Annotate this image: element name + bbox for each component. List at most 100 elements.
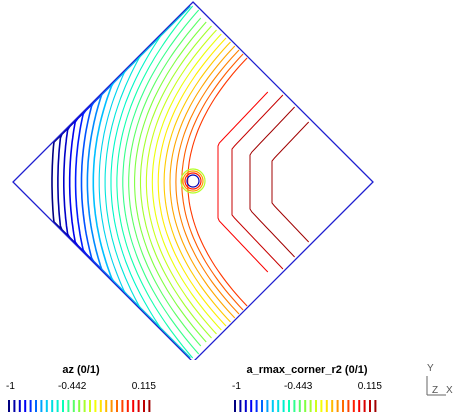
legend-colorbar	[8, 400, 151, 412]
colorbar-segment	[94, 400, 97, 412]
contour-line	[157, 37, 227, 327]
colorbar-segment	[105, 400, 108, 412]
colorbar-segment	[78, 400, 81, 412]
legend-min-label: -1	[232, 381, 241, 392]
contour-line	[151, 33, 222, 331]
contour-line	[134, 21, 207, 343]
colorbar-segment	[255, 400, 258, 412]
legend-max-label: 0.115	[131, 381, 156, 392]
colorbar-segment	[347, 400, 350, 412]
contour-line	[181, 53, 244, 311]
colorbar-segment	[234, 400, 236, 412]
hole-ring	[180, 168, 206, 194]
legend-title: a_rmax_corner_r2 (0/1)	[246, 364, 368, 376]
colorbar-segment	[121, 400, 124, 412]
colorbar-segment	[143, 400, 145, 412]
legend-colorbar	[234, 400, 377, 412]
colorbar-segment	[352, 400, 355, 412]
axis-x-label: X	[446, 385, 453, 396]
colorbar-segment	[288, 400, 290, 412]
colorbar-segment	[67, 400, 70, 412]
colorbar-segment	[29, 400, 32, 412]
corner-contour-line	[271, 121, 310, 243]
colorbar-segment	[137, 400, 140, 412]
colorbar-segment	[18, 400, 21, 412]
colorbar-segment	[110, 400, 113, 412]
colorbar-segment	[363, 400, 366, 412]
colorbar-segment	[315, 400, 317, 412]
legend-mid-label: -0.443	[284, 381, 313, 392]
corner-contour-line	[249, 106, 295, 258]
contour-line	[139, 25, 212, 339]
colorbar-segment	[266, 400, 269, 412]
corner-contour-line	[217, 91, 269, 273]
contour-line	[187, 57, 248, 307]
legend-min-label: -1	[6, 381, 15, 392]
colorbar-segment	[336, 400, 339, 412]
contour-lines	[51, 5, 248, 359]
contour-line	[175, 49, 240, 315]
legend-az: az (0/1) -1 -0.442 0.115	[6, 362, 156, 416]
plot-viewport	[12, 1, 374, 360]
colorbar-segment	[99, 400, 102, 412]
colorbar-segment	[56, 400, 59, 412]
legend-rmax-corner: a_rmax_corner_r2 (0/1) -1 -0.443 0.115	[232, 362, 382, 416]
hole-ring	[184, 172, 202, 190]
colorbar-segment	[40, 400, 43, 412]
colorbar-segment	[239, 400, 242, 412]
colorbar-segment	[342, 400, 344, 412]
contour-line	[110, 5, 191, 359]
contour-line	[145, 29, 217, 335]
colorbar-segment	[271, 400, 274, 412]
colorbar-segment	[261, 400, 263, 412]
axis-z-label: Z	[432, 385, 439, 396]
contour-line	[122, 9, 200, 355]
colorbar-segment	[89, 400, 91, 412]
legend-title: az (0/1)	[62, 364, 100, 376]
colorbar-segment	[250, 400, 253, 412]
colorbar-segment	[331, 400, 334, 412]
contour-line	[62, 5, 191, 359]
colorbar-segment	[13, 400, 16, 412]
colorbar-segment	[325, 400, 328, 412]
colorbar-segment	[126, 400, 129, 412]
axis-lines	[426, 376, 446, 396]
colorbar-segment	[83, 400, 86, 412]
domain-boundary	[12, 1, 374, 360]
colorbar-segment	[45, 400, 48, 412]
colorbar-segment	[309, 400, 312, 412]
colorbar-segment	[51, 400, 54, 412]
colorbar-segment	[293, 400, 296, 412]
hole-ring	[186, 174, 200, 188]
contour-line	[98, 5, 191, 359]
legend-mid-label: -0.442	[58, 381, 87, 392]
colorbar-segment	[358, 400, 361, 412]
axis-triad: Y Z X	[418, 363, 453, 403]
contour-line	[116, 5, 194, 359]
colorbar-segment	[8, 400, 10, 412]
hole-ring	[182, 170, 204, 192]
circular-hole-contours	[180, 168, 206, 194]
colorbar-segment	[244, 400, 247, 412]
colorbar-segment	[116, 400, 118, 412]
colorbar-segment	[282, 400, 285, 412]
contour-line	[104, 5, 191, 359]
colorbar-segment	[374, 400, 377, 412]
colorbar-segment	[132, 400, 135, 412]
colorbar-segment	[24, 400, 27, 412]
colorbar-segment	[62, 400, 64, 412]
colorbar-segment	[277, 400, 280, 412]
axis-y-label: Y	[427, 363, 434, 374]
colorbar-segment	[369, 400, 371, 412]
contour-line	[163, 41, 231, 323]
contour-line	[169, 45, 236, 319]
colorbar-segment	[320, 400, 323, 412]
contour-line	[128, 17, 202, 347]
colorbar-segment	[304, 400, 307, 412]
colorbar-segment	[35, 400, 37, 412]
legend-max-label: 0.115	[357, 381, 382, 392]
colorbar-segment	[72, 400, 75, 412]
colorbar-segment	[298, 400, 301, 412]
corner-contour-line	[231, 94, 284, 270]
colorbar-segment	[148, 400, 151, 412]
